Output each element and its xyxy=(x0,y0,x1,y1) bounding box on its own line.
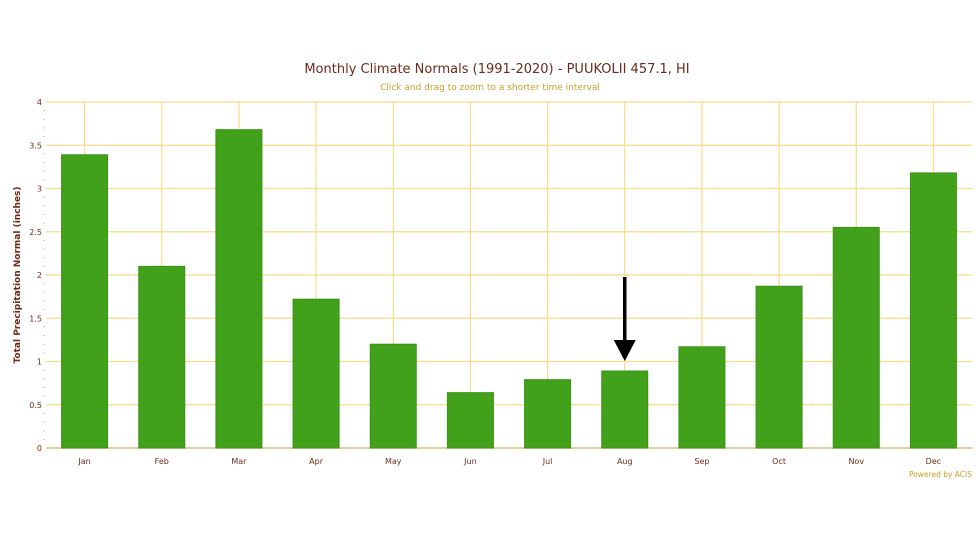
bar-oct[interactable] xyxy=(755,285,803,449)
arrow-head xyxy=(613,340,636,361)
bar-feb[interactable] xyxy=(138,265,186,449)
bar-dec[interactable] xyxy=(909,172,957,449)
x-tick-label: Dec xyxy=(926,457,941,466)
x-tick-label: Nov xyxy=(848,457,864,466)
x-tick-label: Mar xyxy=(231,457,247,466)
x-tick-label: Jun xyxy=(463,457,477,466)
y-axis-label: Total Precipitation Normal (inches) xyxy=(13,186,23,363)
credit-link[interactable]: Powered by ACIS xyxy=(909,470,972,479)
x-tick-label: Jan xyxy=(77,457,90,466)
bar-nov[interactable] xyxy=(832,226,880,449)
bar-aug[interactable] xyxy=(601,370,649,449)
bar-jul[interactable] xyxy=(524,379,572,449)
x-tick-label: Jul xyxy=(542,457,553,466)
chart-subtitle: Click and drag to zoom to a shorter time… xyxy=(380,83,600,93)
x-tick-label: Aug xyxy=(617,457,633,466)
bar-jun[interactable] xyxy=(446,392,494,449)
y-tick-label: 4 xyxy=(37,98,42,107)
y-tick-label: 2.5 xyxy=(29,228,42,237)
x-tick-label: May xyxy=(385,457,402,466)
bar-apr[interactable] xyxy=(292,298,340,449)
y-tick-label: 0 xyxy=(37,444,42,453)
bar-mar[interactable] xyxy=(215,129,263,449)
x-tick-label: Oct xyxy=(772,457,786,466)
y-tick-label: 1 xyxy=(37,358,42,367)
y-tick-label: 1.5 xyxy=(29,314,42,323)
y-tick-label: 2 xyxy=(37,271,42,280)
bar-jan[interactable] xyxy=(61,154,109,449)
y-tick-label: 3.5 xyxy=(29,141,42,150)
chart-title: Monthly Climate Normals (1991-2020) - PU… xyxy=(304,62,689,77)
x-tick-label: Apr xyxy=(309,457,324,466)
arrow-annotation xyxy=(613,277,636,361)
x-tick-label: Feb xyxy=(155,457,169,466)
y-tick-label: 3 xyxy=(37,185,42,194)
x-tick-label: Sep xyxy=(694,457,709,466)
y-tick-label: 0.5 xyxy=(29,401,42,410)
bar-sep[interactable] xyxy=(678,346,726,449)
bar-may[interactable] xyxy=(369,343,417,449)
